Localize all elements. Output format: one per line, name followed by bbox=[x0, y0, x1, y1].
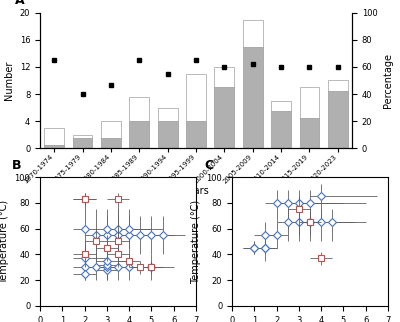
Y-axis label: Percentage: Percentage bbox=[383, 53, 393, 108]
Y-axis label: Temperature (°C): Temperature (°C) bbox=[0, 199, 9, 284]
Bar bbox=[73, 138, 92, 148]
Bar bbox=[243, 47, 263, 148]
Text: B: B bbox=[12, 159, 22, 172]
Bar bbox=[328, 80, 348, 91]
Bar bbox=[271, 111, 291, 148]
Bar bbox=[186, 74, 206, 121]
X-axis label: Years: Years bbox=[183, 186, 209, 196]
Bar bbox=[44, 145, 64, 148]
Bar bbox=[44, 128, 64, 145]
Bar bbox=[214, 87, 234, 148]
Bar bbox=[129, 97, 149, 121]
Bar bbox=[186, 121, 206, 148]
Bar bbox=[101, 121, 121, 138]
Bar bbox=[300, 118, 319, 148]
Bar bbox=[129, 121, 149, 148]
Bar bbox=[300, 87, 319, 118]
Text: C: C bbox=[204, 159, 213, 172]
Bar bbox=[158, 121, 178, 148]
Bar bbox=[158, 108, 178, 121]
Bar bbox=[271, 101, 291, 111]
Y-axis label: Number: Number bbox=[4, 61, 14, 100]
Bar bbox=[328, 91, 348, 148]
Bar bbox=[73, 135, 92, 138]
Text: A: A bbox=[15, 0, 25, 7]
Bar bbox=[101, 138, 121, 148]
Bar bbox=[243, 20, 263, 47]
Bar bbox=[214, 67, 234, 87]
Y-axis label: Temperature (°C): Temperature (°C) bbox=[191, 199, 201, 284]
